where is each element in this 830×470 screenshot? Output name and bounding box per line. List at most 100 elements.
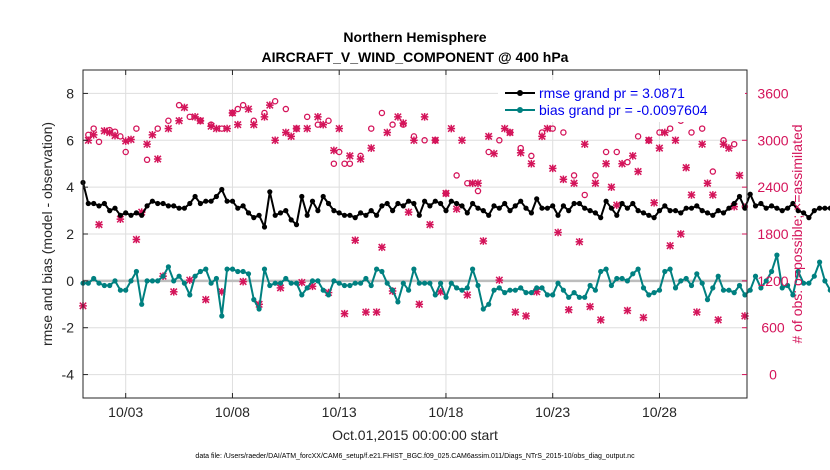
obs-assimilated-point [121,137,130,145]
bias-point [769,268,775,275]
obs-assimilated-point [452,205,461,213]
rmse-point [197,200,203,207]
bias-point [309,278,316,284]
obs-possible-point [367,125,375,132]
rmse-point [325,200,332,207]
rmse-point [614,212,620,218]
chart-subtitle: AIRCRAFT_V_WIND_COMPONENT @ 400 hPa [262,49,569,65]
rmse-point [640,210,647,216]
bias-point [678,278,684,284]
obs-assimilated-point [244,105,253,113]
obs-possible-point [570,172,578,179]
rmse-point [315,208,321,214]
bias-point [411,266,417,272]
rmse-point [801,210,807,216]
bias-point [374,266,380,272]
obs-assimilated-point [116,215,125,223]
bias-point [683,275,689,282]
obs-assimilated-point [404,208,413,216]
bias-point [352,280,358,286]
obs-possible-point [95,138,103,146]
bias-point [331,278,337,284]
bias-point [491,287,497,293]
rmse-point [304,212,310,218]
obs-assimilated-point [735,171,744,180]
obs-assimilated-point [522,312,530,320]
obs-possible-point [528,152,535,160]
bias-point [96,280,102,286]
rmse-point [496,205,502,211]
obs-assimilated-point [506,128,514,137]
rmse-point [710,212,716,218]
bias-point [704,297,711,303]
obs-assimilated-point [100,127,109,135]
rmse-point [454,200,460,207]
obs-assimilated-point [714,316,722,324]
rmse-point [379,203,385,209]
rmse-point [651,215,657,221]
bias-point [128,278,134,284]
obs-assimilated-point [303,124,311,133]
obs-assimilated-point [628,152,637,160]
rmse-point [720,210,727,216]
obs-assimilated-point [463,291,472,299]
bias-point [699,280,705,286]
rmse-point [715,208,721,214]
rmse-point [544,205,551,211]
rmse-point [630,200,636,207]
rmse-point [406,198,412,204]
y-tick-label: -4 [62,367,75,383]
bias-point [315,278,321,284]
rmse-point [256,212,262,218]
rmse-point [363,212,369,218]
bias-point [341,282,348,289]
rmse-point [213,193,219,200]
rmse-point [550,203,556,209]
obs-possible-point [346,160,354,167]
rmse-point [96,203,102,209]
bias-point [272,280,278,286]
bias-point [85,280,91,286]
bias-point [811,273,817,279]
bias-point [454,285,460,291]
bias-point [795,268,801,275]
bias-point [144,278,150,284]
obs-assimilated-point [677,230,685,238]
bias-point [651,290,657,296]
y-tick-label: 6 [66,132,74,148]
rmse-point [731,200,737,207]
rmse-point [742,205,748,211]
rmse-point [758,200,764,207]
bias-point [288,280,294,286]
y-axis-ticks-right: 0 600 1200 1800 2400 3000 3600 [742,85,789,383]
obs-assimilated-point [250,120,258,129]
obs-possible-point [378,109,386,117]
bias-point [304,285,310,291]
bias-point [224,266,230,272]
rmse-point [752,203,759,209]
rmse-point [672,208,679,214]
bias-point [667,266,673,272]
rmse-point [155,200,161,207]
bias-point [486,301,492,307]
bias-point [507,287,513,293]
rmse-point [528,210,535,216]
obs-assimilated-point [148,131,157,139]
rmse-point [422,198,428,204]
bias-point [806,280,812,286]
data-file-footnote: data file: /Users/raeder/DAI/ATM_forcXX/… [195,453,635,460]
bias-point [560,287,567,293]
legend-rmse-marker [517,90,523,96]
bias-point [672,285,679,291]
obs-possible-point [303,113,311,121]
bias-point [656,287,663,293]
rmse-point [470,200,476,207]
obs-assimilated-point [644,136,653,145]
bias-point [736,282,743,289]
obs-possible-point [496,137,503,144]
obs-assimilated-point [447,124,456,133]
bias-point [192,273,198,279]
obs-assimilated-point [607,183,616,191]
